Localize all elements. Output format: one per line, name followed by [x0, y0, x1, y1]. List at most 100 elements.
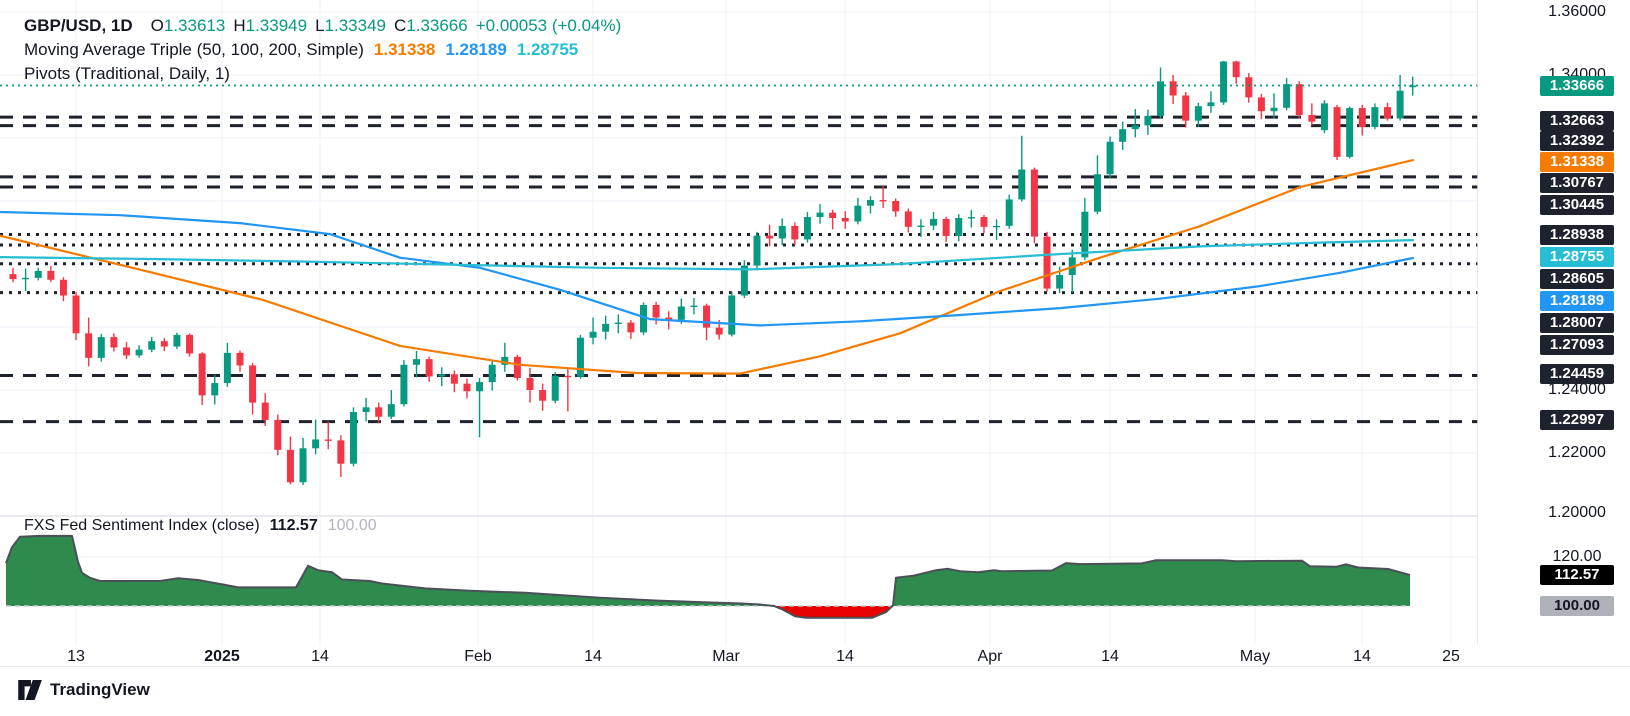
- sma200-line: [0, 239, 1415, 271]
- ma50-value: 1.31338: [373, 40, 436, 59]
- candle-body: [1308, 115, 1316, 122]
- candle-body: [299, 448, 307, 483]
- candle-body: [1333, 107, 1341, 157]
- price-axis-label: 1.22000: [1548, 444, 1606, 461]
- candle-body: [576, 337, 584, 377]
- candle-body: [312, 439, 320, 449]
- candle-body: [866, 200, 874, 206]
- candle-body: [186, 334, 194, 354]
- price-axis-badge: 1.22997: [1540, 410, 1614, 430]
- candle-body: [362, 407, 370, 413]
- candle-body: [753, 235, 761, 266]
- ma-indicator-title: Moving Average Triple (50, 100, 200, Sim…: [24, 40, 364, 59]
- price-axis-badge: 100.00: [1540, 596, 1614, 616]
- price-axis[interactable]: 1.36000 1.34000 1.24000 1.22000 1.20000 120.0…: [1478, 0, 1630, 666]
- candle-body: [135, 349, 143, 356]
- candle-body: [337, 440, 345, 464]
- candle-body: [223, 352, 231, 384]
- sma100-line: [0, 210, 1415, 327]
- sentiment-baseline-value: 100.00: [327, 517, 377, 534]
- symbol-title: GBP/USD, 1D: [24, 16, 133, 35]
- candle-body: [324, 439, 332, 441]
- price-axis-label: 120.00: [1552, 548, 1602, 565]
- candle-body: [236, 352, 244, 366]
- open-label: O: [150, 16, 164, 35]
- candle-body: [816, 212, 824, 218]
- candle-body: [1207, 102, 1215, 107]
- high-label: H: [233, 16, 246, 35]
- candle-body: [703, 305, 711, 328]
- candle-body: [274, 419, 282, 450]
- sentiment-area-positive: [6, 535, 1410, 606]
- candle-body: [97, 337, 105, 358]
- sentiment-legend-row[interactable]: FXS Fed Sentiment Index (close) 112.57 100…: [24, 517, 377, 535]
- price-axis-label: 1.20000: [1548, 504, 1606, 521]
- candle-body: [476, 382, 484, 392]
- candle-body: [1194, 106, 1202, 121]
- candle-body: [564, 375, 572, 378]
- candle-body: [791, 225, 799, 240]
- time-axis-label: May: [1239, 648, 1271, 665]
- price-axis-badge: 1.28007: [1540, 313, 1614, 333]
- candle-body: [1131, 125, 1139, 130]
- candle-body: [1371, 107, 1379, 127]
- candle-body: [677, 306, 685, 320]
- price-axis-badge: 1.31338: [1540, 152, 1614, 172]
- low-label: L: [315, 16, 325, 35]
- candle-body: [9, 274, 17, 280]
- candle-body: [1106, 141, 1114, 175]
- candle-body: [526, 378, 534, 390]
- symbol-legend-row[interactable]: GBP/USD, 1D O1.33613 H1.33949 L1.33349 C1.33…: [24, 14, 621, 38]
- candle-body: [400, 364, 408, 405]
- price-axis-badge: 1.33666: [1540, 76, 1614, 96]
- candle-body: [803, 217, 811, 240]
- candle-body: [728, 295, 736, 335]
- candle-body: [501, 356, 509, 365]
- candle-body: [829, 212, 837, 219]
- candle-body: [1295, 84, 1303, 116]
- ma-indicator-legend-row[interactable]: Moving Average Triple (50, 100, 200, Sim…: [24, 38, 621, 62]
- candle-body: [539, 390, 547, 401]
- candle-body: [1030, 169, 1038, 237]
- sma50-line: [0, 159, 1415, 375]
- candle-body: [904, 211, 912, 227]
- tradingview-logo[interactable]: TradingView: [18, 680, 150, 700]
- candle-body: [589, 331, 597, 338]
- candle-body: [1283, 84, 1291, 108]
- candle-body: [59, 279, 67, 296]
- time-axis[interactable]: 13 2025 14 Feb 14 Mar 14 Apr 14 May 14 25: [0, 645, 1630, 666]
- candle-body: [690, 305, 698, 307]
- candle-body: [854, 205, 862, 222]
- candle-body: [261, 402, 269, 420]
- candle-body: [173, 334, 181, 347]
- candle-body: [1270, 107, 1278, 112]
- candle-body: [955, 218, 963, 236]
- candle-body: [211, 383, 219, 396]
- time-axis-label: 2025: [204, 648, 240, 665]
- price-axis-badge: 1.28605: [1540, 269, 1614, 289]
- candle-body: [1018, 169, 1026, 200]
- open-value: 1.33613: [163, 16, 226, 35]
- candle-body: [740, 265, 748, 296]
- price-axis-badge: 1.30767: [1540, 173, 1614, 193]
- candle-body: [488, 364, 496, 383]
- candle-body: [551, 375, 559, 401]
- candle-body: [652, 304, 660, 318]
- candle-body: [1358, 108, 1366, 127]
- candle-body: [879, 200, 887, 202]
- pivots-indicator-legend-row[interactable]: Pivots (Traditional, Daily, 1): [24, 62, 621, 86]
- candle-body: [1232, 61, 1240, 78]
- candle-body: [930, 218, 938, 226]
- candle-body: [286, 449, 294, 483]
- low-value: 1.33349: [324, 16, 386, 35]
- candle-body: [463, 383, 471, 392]
- chart-legend: GBP/USD, 1D O1.33613 H1.33949 L1.33349 C1.33…: [24, 14, 621, 86]
- candle-body: [513, 356, 521, 379]
- price-axis-badge: 1.28938: [1540, 225, 1614, 245]
- candle-body: [1144, 115, 1152, 126]
- tradingview-logo-icon: [18, 680, 42, 700]
- time-axis-label: 14: [311, 648, 329, 665]
- candle-body: [122, 347, 130, 356]
